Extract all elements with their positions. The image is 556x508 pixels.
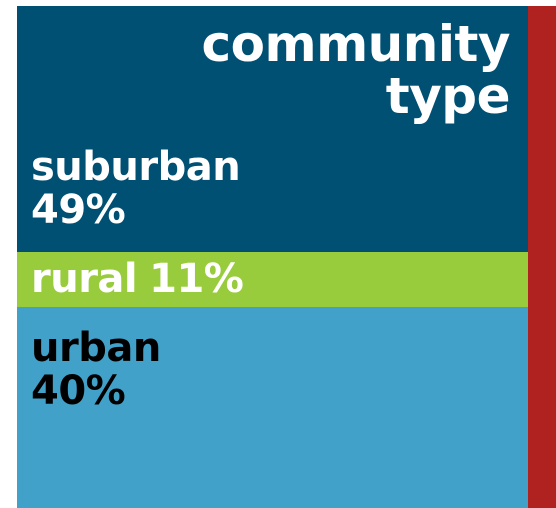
- segment-suburban: suburban 49%: [17, 6, 528, 252]
- segment-urban: urban 40%: [17, 307, 528, 508]
- segment-value: 11%: [149, 256, 244, 303]
- segment-name: rural: [31, 256, 138, 303]
- segment-label-rural: rural 11%: [31, 256, 244, 303]
- segment-name: urban: [31, 325, 161, 372]
- chart-title: community type: [201, 15, 510, 125]
- segment-value: 40%: [31, 368, 126, 415]
- segment-label-urban: urban 40%: [31, 327, 161, 413]
- accent-bar: [528, 6, 556, 508]
- segment-value: 49%: [31, 187, 126, 233]
- segment-rural: rural 11%: [17, 251, 528, 308]
- stacked-bar-chart: suburban 49% rural 11% urban 40% community typ…: [17, 6, 528, 508]
- segment-label-suburban: suburban 49%: [31, 144, 241, 233]
- segment-name: suburban: [31, 144, 241, 190]
